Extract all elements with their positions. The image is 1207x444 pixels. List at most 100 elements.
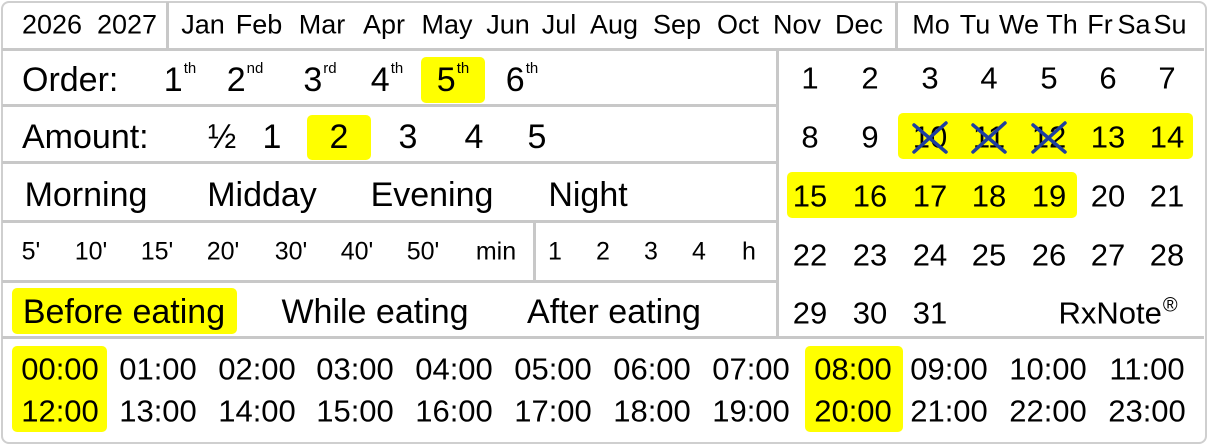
hours-interval-option[interactable]: 1: [548, 237, 562, 266]
hour-option[interactable]: 00:00: [21, 351, 99, 387]
amount-option[interactable]: 1: [262, 118, 282, 156]
cross-mark-icon: [911, 119, 949, 157]
month-option[interactable]: Oct: [716, 9, 760, 40]
calendar-day[interactable]: 21: [1149, 178, 1185, 214]
hour-option[interactable]: 10:00: [1009, 351, 1087, 387]
month-option[interactable]: Sep: [652, 9, 702, 40]
order-option[interactable]: 4th: [371, 61, 403, 97]
month-option[interactable]: Feb: [235, 9, 283, 40]
hour-option[interactable]: 19:00: [712, 393, 790, 429]
order-option[interactable]: 6th: [506, 61, 538, 97]
month-option[interactable]: Jan: [181, 9, 225, 40]
month-option[interactable]: Dec: [834, 9, 884, 40]
year-option[interactable]: 2026: [21, 9, 83, 40]
calendar-day[interactable]: 25: [971, 237, 1007, 273]
calendar-day[interactable]: 23: [852, 237, 888, 273]
calendar-day[interactable]: 31: [912, 295, 948, 331]
calendar-day[interactable]: 22: [792, 237, 828, 273]
calendar-day[interactable]: 8: [801, 119, 819, 155]
minutes-option[interactable]: 40': [340, 237, 374, 266]
month-option[interactable]: Nov: [772, 9, 822, 40]
hours-interval-option[interactable]: 2: [596, 237, 610, 266]
minutes-option[interactable]: 50': [406, 237, 440, 266]
eating-option[interactable]: Before eating: [22, 293, 226, 331]
hour-option[interactable]: 12:00: [21, 393, 99, 429]
hour-option[interactable]: 04:00: [415, 351, 493, 387]
hours-interval-option[interactable]: 4: [692, 237, 706, 266]
calendar-day[interactable]: 9: [861, 119, 879, 155]
calendar-day[interactable]: 30: [852, 295, 888, 331]
time-of-day-option[interactable]: Evening: [370, 176, 494, 214]
month-option[interactable]: Mar: [298, 9, 346, 40]
hours-interval-option[interactable]: 3: [644, 237, 658, 266]
hour-option[interactable]: 23:00: [1108, 393, 1186, 429]
amount-option[interactable]: 2: [329, 118, 349, 156]
year-option[interactable]: 2027: [96, 9, 158, 40]
eating-option[interactable]: After eating: [527, 293, 701, 331]
eating-option[interactable]: While eating: [281, 293, 469, 331]
amount-option[interactable]: ½: [207, 118, 237, 156]
hour-option[interactable]: 08:00: [814, 351, 892, 387]
order-option[interactable]: 2nd: [227, 61, 264, 97]
hour-option[interactable]: 11:00: [1109, 351, 1185, 387]
month-option[interactable]: Jun: [486, 9, 530, 40]
hour-option[interactable]: 01:00: [119, 351, 197, 387]
calendar-day[interactable]: 24: [912, 237, 948, 273]
order-option[interactable]: 5th: [437, 61, 469, 97]
minutes-option[interactable]: 30': [274, 237, 308, 266]
minutes-option[interactable]: 15': [140, 237, 174, 266]
calendar-day[interactable]: 17: [912, 178, 948, 214]
calendar-day[interactable]: 6: [1099, 60, 1117, 96]
hour-option[interactable]: 03:00: [316, 351, 394, 387]
calendar-day[interactable]: 14: [1149, 119, 1185, 155]
hour-option[interactable]: 17:00: [514, 393, 592, 429]
hour-option[interactable]: 15:00: [316, 393, 394, 429]
calendar-day[interactable]: 26: [1031, 237, 1067, 273]
hour-option[interactable]: 14:00: [218, 393, 296, 429]
hour-option[interactable]: 16:00: [415, 393, 493, 429]
amount-option[interactable]: 3: [398, 118, 418, 156]
calendar-day[interactable]: 20: [1090, 178, 1126, 214]
month-option[interactable]: Apr: [362, 9, 406, 40]
calendar-day[interactable]: 13: [1090, 119, 1126, 155]
time-of-day-option[interactable]: Midday: [207, 176, 317, 214]
hour-option[interactable]: 22:00: [1009, 393, 1087, 429]
hour-option[interactable]: 09:00: [910, 351, 988, 387]
minutes-option[interactable]: 10': [74, 237, 108, 266]
calendar-day[interactable]: 3: [921, 60, 939, 96]
amount-option[interactable]: 4: [464, 118, 484, 156]
calendar-day[interactable]: 1: [801, 60, 819, 96]
month-option[interactable]: Aug: [589, 9, 639, 40]
minutes-option[interactable]: min: [475, 237, 517, 266]
calendar-day[interactable]: 2: [861, 60, 879, 96]
calendar-day[interactable]: 19: [1031, 178, 1067, 214]
time-of-day-option[interactable]: Night: [548, 176, 628, 214]
calendar-day[interactable]: 15: [792, 178, 828, 214]
order-option[interactable]: 3rd: [303, 61, 336, 97]
calendar-day[interactable]: 29: [792, 295, 828, 331]
hour-option[interactable]: 21:00: [910, 393, 988, 429]
calendar-day[interactable]: 18: [971, 178, 1007, 214]
month-option[interactable]: Jul: [541, 9, 577, 40]
calendar-day[interactable]: 7: [1158, 60, 1176, 96]
order-option[interactable]: 1th: [164, 61, 196, 97]
calendar-day[interactable]: 16: [852, 178, 888, 214]
hour-option[interactable]: 13:00: [119, 393, 197, 429]
calendar-day[interactable]: 27: [1090, 237, 1126, 273]
divider: [2, 104, 778, 107]
hour-option[interactable]: 05:00: [514, 351, 592, 387]
calendar-day[interactable]: 28: [1149, 237, 1185, 273]
hours-interval-option[interactable]: h: [742, 237, 756, 266]
hour-option[interactable]: 07:00: [712, 351, 790, 387]
calendar-day[interactable]: 5: [1040, 60, 1058, 96]
month-option[interactable]: May: [421, 9, 473, 40]
hour-option[interactable]: 06:00: [613, 351, 691, 387]
hour-option[interactable]: 02:00: [218, 351, 296, 387]
amount-option[interactable]: 5: [527, 118, 547, 156]
minutes-option[interactable]: 20': [206, 237, 240, 266]
hour-option[interactable]: 18:00: [613, 393, 691, 429]
minutes-option[interactable]: 5': [21, 237, 41, 266]
hour-option[interactable]: 20:00: [814, 393, 892, 429]
calendar-day[interactable]: 4: [980, 60, 998, 96]
time-of-day-option[interactable]: Morning: [24, 176, 148, 214]
